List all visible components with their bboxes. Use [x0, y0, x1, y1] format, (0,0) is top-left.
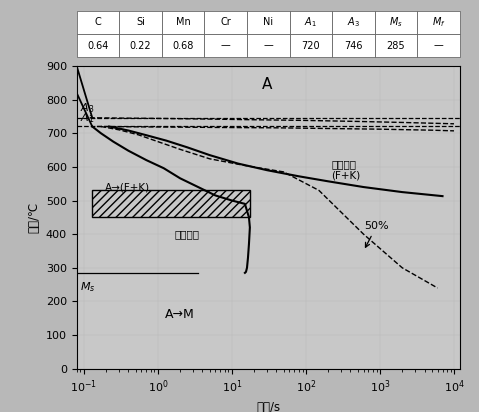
Text: A: A — [262, 77, 273, 92]
Text: A→M: A→M — [165, 309, 195, 321]
X-axis label: 时间/s: 时间/s — [256, 400, 280, 412]
Text: 转变开始: 转变开始 — [175, 229, 200, 239]
Text: $A_1$: $A_1$ — [80, 111, 95, 125]
Text: 转变终了
(F+K): 转变终了 (F+K) — [331, 159, 361, 180]
Bar — [92, 190, 250, 218]
Text: $M_s$: $M_s$ — [80, 280, 96, 294]
Text: 50%: 50% — [364, 221, 389, 247]
Text: A→(F+K): A→(F+K) — [104, 182, 149, 192]
Y-axis label: 温度/℃: 温度/℃ — [27, 202, 40, 233]
Text: $A_3$: $A_3$ — [80, 102, 95, 115]
